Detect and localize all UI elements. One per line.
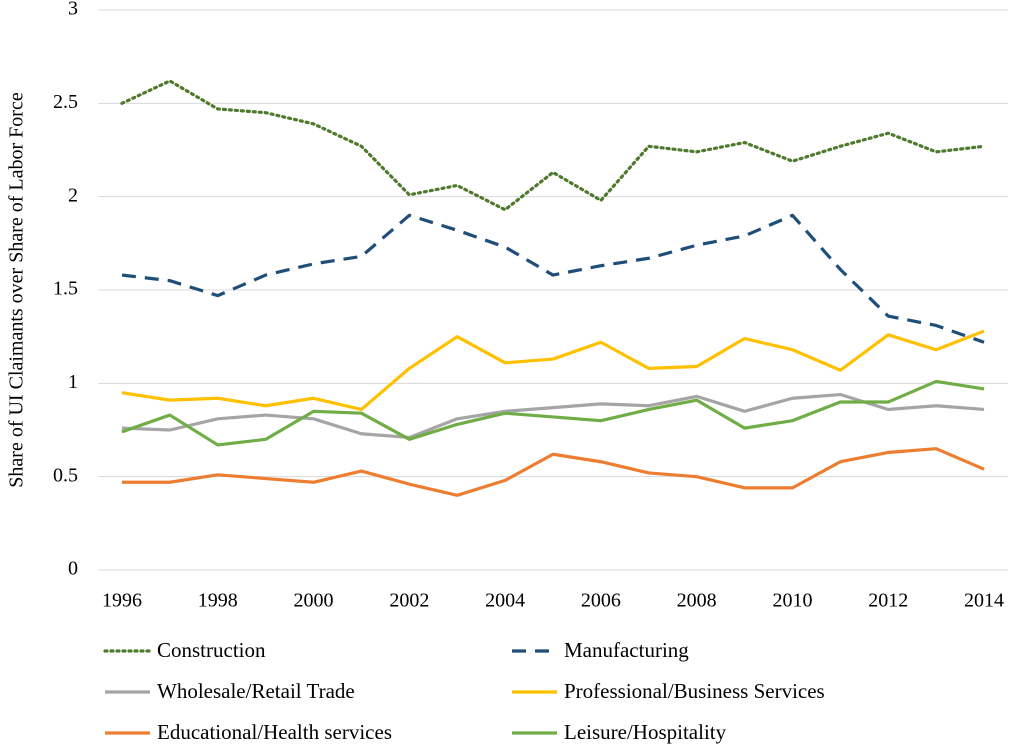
legend-label: Leisure/Hospitality — [564, 720, 727, 744]
legend-label: Construction — [157, 638, 266, 662]
series-line — [121, 447, 985, 497]
x-tick-label: 2008 — [677, 590, 717, 612]
x-tick-label: 2012 — [868, 590, 908, 612]
x-tick-label: 2004 — [485, 590, 525, 612]
x-tick-label: 2002 — [389, 590, 429, 612]
y-tick-label: 0.5 — [53, 464, 78, 486]
y-tick-label: 1 — [68, 371, 78, 393]
x-tick-label: 2000 — [294, 590, 334, 612]
x-tick-label: 2010 — [772, 590, 812, 612]
x-tick-label: 1998 — [198, 590, 238, 612]
legend-label: Manufacturing — [564, 638, 689, 662]
y-tick-label: 2.5 — [53, 91, 78, 113]
legend-label: Wholesale/Retail Trade — [157, 679, 355, 703]
series-line — [121, 392, 985, 440]
series-line — [121, 379, 985, 447]
y-tick-label: 3 — [68, 0, 78, 20]
x-tick-label: 1996 — [102, 590, 142, 612]
y-axis-title: Share of UI Claimants over Share of Labo… — [6, 92, 28, 488]
y-tick-label: 1.5 — [53, 278, 78, 300]
legend-label: Educational/Health services — [157, 720, 392, 744]
series-line — [121, 213, 985, 344]
series-line — [121, 329, 985, 412]
y-tick-label: 0 — [68, 558, 78, 580]
x-tick-label: 2006 — [581, 590, 621, 612]
legend-label: Professional/Business Services — [564, 679, 825, 703]
y-tick-label: 2 — [68, 184, 78, 206]
series-line — [120, 79, 986, 212]
x-tick-label: 2014 — [964, 590, 1004, 612]
